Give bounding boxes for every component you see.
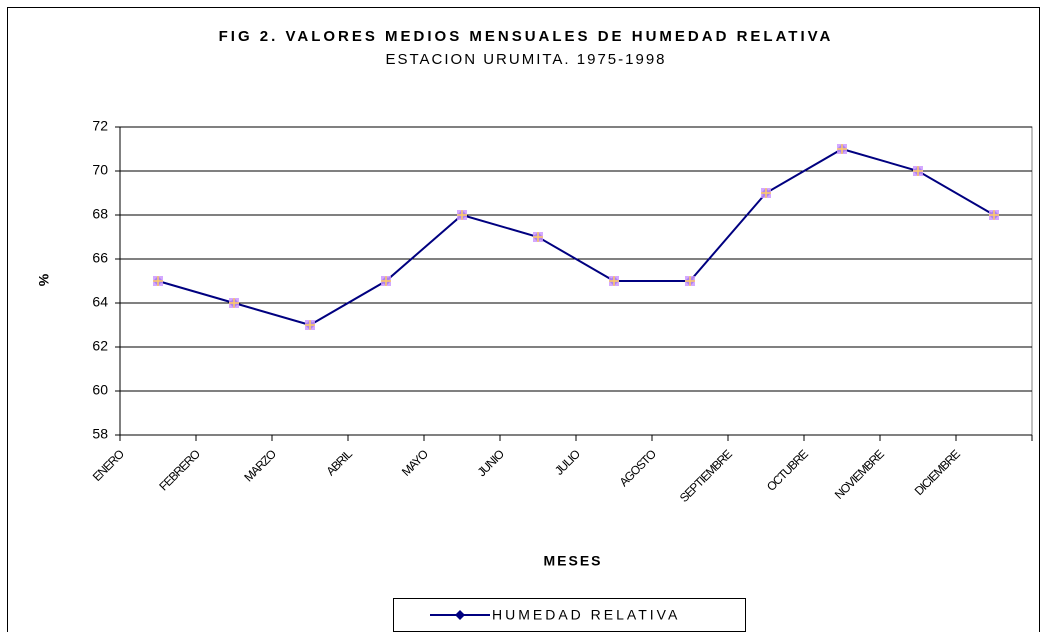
marker-cross: [685, 276, 695, 286]
marker: [989, 210, 999, 220]
marker-cross: [913, 166, 923, 176]
x-axis-label: MESES: [543, 553, 602, 569]
x-tick-label: AGOSTO: [617, 447, 659, 489]
y-tick-label: 62: [92, 338, 108, 354]
x-tick-label: OCTUBRE: [764, 447, 811, 494]
marker-cross: [989, 210, 999, 220]
x-tick-label: DICIEMBRE: [912, 447, 963, 498]
marker: [457, 210, 467, 220]
plot-area: [119, 126, 1033, 436]
y-tick-label: 60: [92, 382, 108, 398]
chart-frame: [7, 7, 1040, 632]
x-tick-label: ABRIL: [323, 447, 355, 479]
marker-cross: [229, 298, 239, 308]
y-tick-label: 70: [92, 162, 108, 178]
chart-title: FIG 2. VALORES MEDIOS MENSUALES DE HUMED…: [219, 28, 834, 45]
marker: [381, 276, 391, 286]
marker: [913, 166, 923, 176]
line: [157, 147, 995, 327]
y-tick-label: 68: [92, 206, 108, 222]
y-tick-label: 58: [92, 426, 108, 442]
y-axis-label: %: [36, 273, 52, 286]
x-tick-label: ENERO: [90, 447, 127, 484]
marker: [229, 298, 239, 308]
marker-cross: [837, 144, 847, 154]
marker: [685, 276, 695, 286]
marker: [761, 188, 771, 198]
marker: [455, 610, 465, 620]
marker-cross: [609, 276, 619, 286]
marker-diamond: [455, 610, 465, 620]
y-tick-label: 66: [92, 250, 108, 266]
marker: [533, 232, 543, 242]
marker: [837, 144, 847, 154]
marker-cross: [533, 232, 543, 242]
x-tick-label: FEBRERO: [156, 447, 202, 493]
marker-cross: [457, 210, 467, 220]
legend-label: HUMEDAD RELATIVA: [492, 607, 680, 623]
marker: [609, 276, 619, 286]
y-tick-label: 64: [92, 294, 108, 310]
x-tick-label: MARZO: [241, 447, 278, 484]
marker: [153, 276, 163, 286]
x-tick-label: JUNIO: [475, 447, 507, 479]
marker-cross: [153, 276, 163, 286]
x-tick-label: NOVIEMBRE: [832, 447, 887, 502]
marker-cross: [381, 276, 391, 286]
y-tick-label: 72: [92, 118, 108, 134]
x-tick-label: JULIO: [552, 447, 583, 478]
x-tick-label: SEPTIEMBRE: [677, 447, 735, 505]
marker: [305, 320, 315, 330]
x-tick-label: MAYO: [399, 447, 431, 479]
marker-cross: [305, 320, 315, 330]
chart-subtitle: ESTACION URUMITA. 1975-1998: [385, 51, 666, 68]
marker-cross: [761, 188, 771, 198]
